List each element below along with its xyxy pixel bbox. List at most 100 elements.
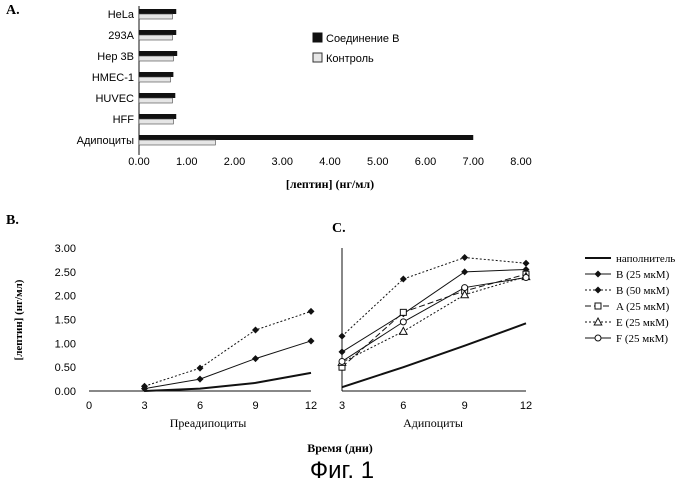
x-tick-label: 0.00 <box>128 156 149 168</box>
figure-caption: Фиг. 1 <box>310 457 374 484</box>
x-tick-label: 8.00 <box>510 156 531 168</box>
x-tick-label: 9 <box>462 400 468 412</box>
panel-a-chart: HeLa 293A Hep 3B HMEC-1 HUVEC HFF Адипоциты 0.0… <box>77 6 532 168</box>
data-point-diamond <box>461 268 468 275</box>
panel-b-label: B. <box>6 213 19 228</box>
bar-compound-b <box>139 30 176 35</box>
data-point-diamond <box>339 348 346 355</box>
data-point-diamond <box>252 326 259 333</box>
panel-c-series-line <box>342 258 526 337</box>
data-point-triangle <box>400 327 408 334</box>
x-tick-label: 0 <box>86 400 92 412</box>
x-tick-label: 1.00 <box>176 156 197 168</box>
panel-c-series-line <box>342 323 526 387</box>
x-tick-label: 6 <box>400 400 406 412</box>
data-point-diamond <box>595 271 602 278</box>
x-tick-label: 5.00 <box>367 156 388 168</box>
y-tick-label: 0.00 <box>55 386 76 398</box>
data-point-circle <box>339 358 345 364</box>
bar-control <box>139 140 215 145</box>
panel-c-xlabel: Адипоциты <box>403 416 463 430</box>
data-point-diamond <box>308 337 315 344</box>
panel-a-xlabel: [лептин] (нг/мл) <box>286 177 374 191</box>
panel-b-series-line <box>145 341 312 389</box>
bar-control <box>139 56 173 61</box>
panel-a-legend: Соединение B Контроль <box>313 33 399 65</box>
data-point-diamond <box>197 376 204 383</box>
panel-c-legend: наполнитель B (25 мкМ) B (50 мкМ) A (25 мкМ… <box>585 253 675 345</box>
data-point-diamond <box>308 308 315 315</box>
data-point-diamond <box>461 254 468 261</box>
category-label: 293A <box>108 30 134 42</box>
bar-compound-b <box>139 51 177 56</box>
data-point-circle <box>400 319 406 325</box>
category-label: HMEC-1 <box>92 72 134 84</box>
bar-control <box>139 14 172 19</box>
data-point-diamond <box>523 260 530 267</box>
data-point-diamond <box>252 355 259 362</box>
category-label: HFF <box>113 114 135 126</box>
y-tick-label: 1.00 <box>55 338 76 350</box>
panel-c-label: C. <box>332 221 346 236</box>
data-point-triangle <box>594 318 602 325</box>
time-axis-label: Время (дни) <box>307 441 373 455</box>
data-point-square <box>400 309 406 315</box>
x-tick-label: 9 <box>252 400 258 412</box>
x-tick-label: 4.00 <box>319 156 340 168</box>
panel-c-chart: 3 6 9 12 <box>338 248 532 412</box>
bar-control <box>139 35 172 40</box>
legend-label: A (25 мкМ) <box>616 301 670 313</box>
x-tick-label: 3 <box>141 400 147 412</box>
panel-a-label: A. <box>6 3 20 18</box>
data-point-diamond <box>197 365 204 372</box>
x-tick-label: 6 <box>197 400 203 412</box>
category-label: Hep 3B <box>97 51 134 63</box>
bar-compound-b <box>139 72 173 77</box>
bar-control <box>139 77 171 82</box>
bar-compound-b <box>139 114 176 119</box>
bar-compound-b <box>139 135 473 140</box>
bar-compound-b <box>139 9 176 14</box>
panel-c-series-line <box>342 278 526 362</box>
legend-label-compound-b: Соединение B <box>326 33 399 45</box>
legend-label: наполнитель <box>616 253 675 265</box>
x-tick-label: 12 <box>305 400 317 412</box>
x-tick-label: 3.00 <box>272 156 293 168</box>
y-tick-label: 3.00 <box>55 243 76 255</box>
legend-label: B (25 мкМ) <box>616 269 670 281</box>
x-tick-label: 7.00 <box>463 156 484 168</box>
panel-b-ylabel: [лептин] (нг/мл) <box>13 279 25 360</box>
data-point-diamond <box>595 287 602 294</box>
data-point-square <box>595 303 601 309</box>
legend-label-control: Контроль <box>326 53 374 65</box>
x-tick-label: 6.00 <box>415 156 436 168</box>
y-tick-label: 2.00 <box>55 291 76 303</box>
x-tick-label: 2.00 <box>224 156 245 168</box>
bar-compound-b <box>139 93 175 98</box>
x-tick-label: 12 <box>520 400 532 412</box>
legend-swatch-control <box>313 53 322 62</box>
legend-label: F (25 мкМ) <box>616 333 668 345</box>
y-tick-label: 0.50 <box>55 362 76 374</box>
category-label: HeLa <box>108 9 135 21</box>
data-point-circle <box>462 285 468 291</box>
data-point-diamond <box>339 333 346 340</box>
panel-c-series-line <box>342 274 526 367</box>
panel-b-chart: 0.00 0.50 1.00 1.50 2.00 2.50 3.00 0 3 6 9 12 <box>55 243 318 412</box>
data-point-circle <box>595 335 601 341</box>
y-tick-label: 1.50 <box>55 315 76 327</box>
bar-control <box>139 98 172 103</box>
legend-label: E (25 мкМ) <box>616 317 669 329</box>
legend-label: B (50 мкМ) <box>616 285 670 297</box>
panel-b-xlabel: Преадипоциты <box>170 416 247 430</box>
category-label: Адипоциты <box>77 135 134 147</box>
legend-swatch-compound-b <box>313 33 322 42</box>
category-label: HUVEC <box>95 93 134 105</box>
x-tick-label: 3 <box>339 400 345 412</box>
y-tick-label: 2.50 <box>55 267 76 279</box>
data-point-circle <box>523 275 529 281</box>
panel-c-series-line <box>342 277 526 363</box>
panel-b-series-line <box>145 373 312 391</box>
bar-control <box>139 119 173 124</box>
